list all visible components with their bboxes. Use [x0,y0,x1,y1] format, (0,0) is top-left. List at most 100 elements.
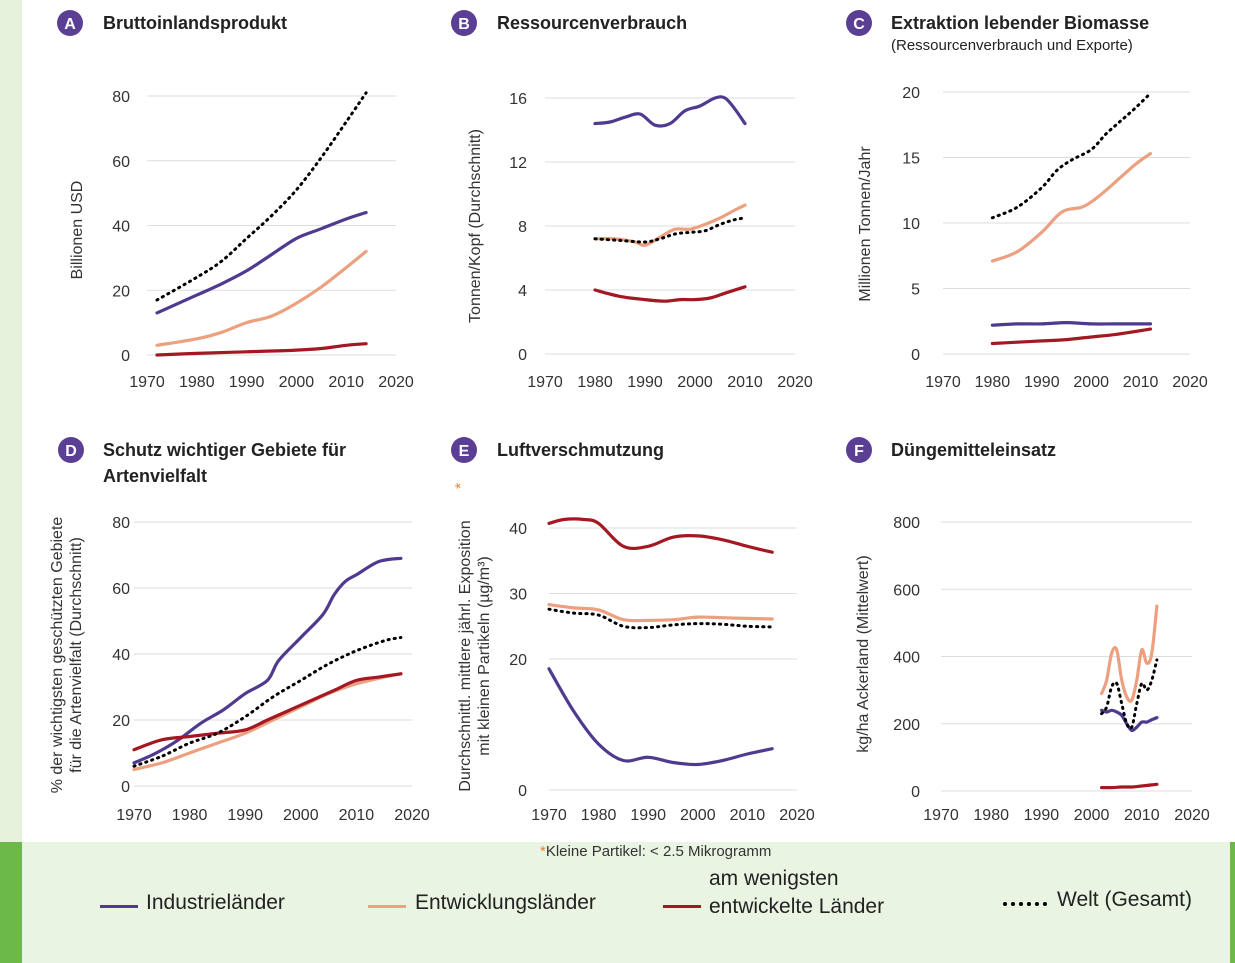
xtick-label-A-2010: 2010 [328,374,364,391]
panel-title-A: Bruttoinlandsprodukt [103,13,287,33]
ylabel-C: Millionen Tonnen/Jahr [857,146,874,302]
series-line-F-world [1100,658,1159,731]
series-line-F-developing [1100,604,1159,703]
panel-badge-F [846,437,872,463]
series-line-B-developing [593,203,747,247]
ytick-label-D-60: 60 [112,581,130,598]
xtick-label-E-2020: 2020 [779,807,815,824]
ytick-label-B-4: 4 [518,283,527,300]
panel-title-D: Schutz wichtiger Gebiete für [103,440,346,460]
series-line-F-industrial [1100,708,1159,733]
legend-swatch-industrial [100,905,138,908]
series-line-E-least [547,517,774,554]
panel-badge-letter-A: A [64,16,76,33]
xtick-label-B-2000: 2000 [677,374,713,391]
series-line-D-least [132,672,403,752]
ytick-label-B-12: 12 [509,155,527,172]
ytick-label-B-16: 16 [509,91,527,108]
footnote-text: Kleine Partikel: < 2.5 Mikrogramm [545,843,772,860]
xtick-label-D-2020: 2020 [394,807,430,824]
ytick-label-E-40: 40 [509,521,527,538]
panel-badge-E [451,437,477,463]
xtick-label-C-2000: 2000 [1073,374,1109,391]
ylabel-star-E: * [453,483,470,489]
xtick-label-C-1980: 1980 [975,374,1011,391]
series-line-A-developing [155,249,368,347]
xtick-label-F-1970: 1970 [923,807,959,824]
xtick-label-B-1990: 1990 [627,374,663,391]
xtick-label-E-2000: 2000 [680,807,716,824]
xtick-label-B-1980: 1980 [577,374,613,391]
legend-label-least: am wenigsten entwickelte Länder [709,867,885,918]
ytick-label-E-30: 30 [509,587,527,604]
series-line-D-industrial [132,556,403,765]
panel-title-F: Düngemitteleinsatz [891,440,1056,460]
ytick-label-A-60: 60 [112,154,130,171]
xtick-label-F-2010: 2010 [1124,807,1160,824]
panel-title-D-line2: Artenvielfalt [103,466,207,486]
panel-badge-A [57,10,83,36]
panel-subtitle-C: (Ressourcenverbrauch und Exporte) [891,37,1133,54]
panel-badge-letter-F: F [854,443,864,460]
series-line-D-developing [132,672,403,772]
ytick-label-D-40: 40 [112,647,130,664]
series-line-C-world [990,91,1152,220]
xtick-label-C-1970: 1970 [925,374,961,391]
series-line-D-world [132,636,403,768]
footnote-star: * [540,843,546,860]
ytick-label-E-20: 20 [509,652,527,669]
ytick-label-F-400: 400 [893,650,920,667]
ytick-label-D-0: 0 [121,779,130,796]
ytick-label-C-10: 10 [902,216,920,233]
series-line-F-least [1100,782,1159,790]
ytick-label-A-40: 40 [112,219,130,236]
xtick-label-E-2010: 2010 [730,807,766,824]
legend-swatch-developing [368,905,406,908]
panel-badge-B [451,10,477,36]
legend-swatch-least [663,905,701,908]
xtick-label-C-1990: 1990 [1024,374,1060,391]
xtick-label-B-2010: 2010 [727,374,763,391]
legend-label-industrial: Industrieländer [146,891,285,914]
ylabel-D-line2: für die Artenvielfalt (Durchschnitt) [68,537,85,773]
legend-label-world: Welt (Gesamt) [1057,888,1192,911]
ytick-label-B-0: 0 [518,347,527,364]
xtick-label-A-2020: 2020 [378,374,414,391]
series-line-C-least [990,327,1153,346]
xtick-label-F-2000: 2000 [1074,807,1110,824]
series-line-C-industrial [990,321,1153,327]
background-left-stripe [0,0,22,842]
ytick-label-A-0: 0 [121,348,130,365]
series-line-E-world [547,607,774,630]
xtick-label-D-1970: 1970 [116,807,152,824]
xtick-label-F-1980: 1980 [973,807,1009,824]
panel-badge-letter-B: B [458,16,470,33]
series-line-A-industrial [155,210,368,315]
ylabel-F: kg/ha Ackerland (Mittelwert) [855,555,872,752]
series-line-E-industrial [547,667,774,767]
series-line-E-developing [547,603,774,623]
ylabel-E: Durchschnittl. mittlere jährl. Expositio… [457,520,474,791]
xtick-label-B-2020: 2020 [777,374,813,391]
series-line-B-world [593,216,747,244]
xtick-label-D-2000: 2000 [283,807,319,824]
ytick-label-D-20: 20 [112,713,130,730]
ytick-label-A-20: 20 [112,283,130,300]
ytick-label-F-0: 0 [911,784,920,801]
panel-badge-letter-D: D [65,443,77,460]
ytick-label-B-8: 8 [518,219,527,236]
ytick-label-C-20: 20 [902,85,920,102]
xtick-label-A-2000: 2000 [279,374,315,391]
ytick-label-C-0: 0 [911,347,920,364]
panel-badge-D [58,437,84,463]
ytick-label-D-80: 80 [112,515,130,532]
series-line-B-least [593,285,747,303]
series-line-A-world [155,91,368,302]
xtick-label-F-1990: 1990 [1024,807,1060,824]
xtick-label-E-1980: 1980 [581,807,617,824]
xtick-label-E-1990: 1990 [630,807,666,824]
series-line-B-industrial [593,95,747,128]
ytick-label-F-200: 200 [893,717,920,734]
legend-label-developing: Entwicklungsländer [415,891,596,914]
ytick-label-C-5: 5 [911,282,920,299]
